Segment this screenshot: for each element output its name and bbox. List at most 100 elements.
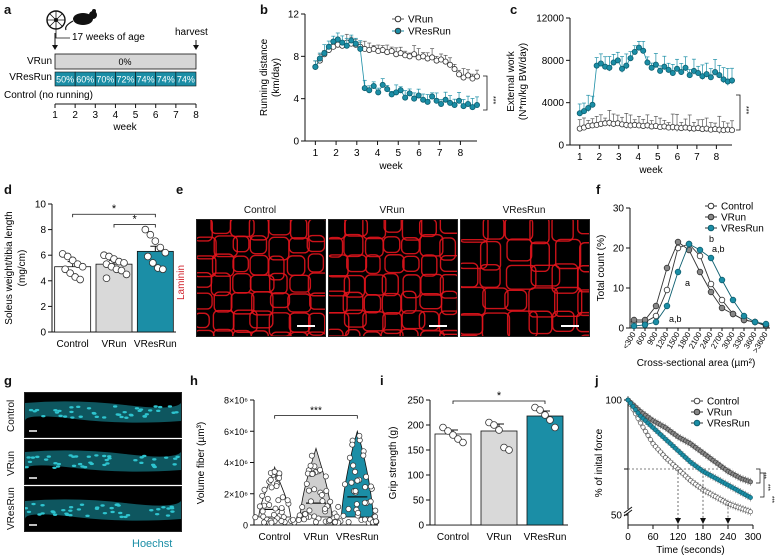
x-tick-label: VResRun <box>134 339 177 350</box>
data-dot <box>362 516 368 523</box>
data-point <box>456 97 463 104</box>
nucleus <box>52 513 58 516</box>
data-dot <box>63 252 72 261</box>
panel-g-row-control: Control <box>6 399 17 432</box>
x-tick-label: 6 <box>675 152 681 163</box>
nucleus <box>123 515 128 519</box>
panel-f-y-tick-label: 30 <box>613 204 625 215</box>
week-tick-label: 4 <box>113 110 119 121</box>
fiber-outline <box>364 236 384 258</box>
data-dot <box>459 438 467 447</box>
panel-a-label: a <box>4 2 12 17</box>
fiber-outline <box>307 272 325 297</box>
data-point <box>633 407 638 413</box>
panel-i-chart: 0 50 100 150 200 250 Control VRun VResRun Grip st… <box>388 390 568 543</box>
fiber-outline <box>383 220 402 233</box>
panel-i-y-tick-label: 250 <box>407 396 424 407</box>
nucleus <box>41 414 46 418</box>
nucleus <box>167 405 173 408</box>
fiber-outline <box>363 294 382 314</box>
data-point <box>762 320 770 328</box>
time-arrow <box>725 518 731 524</box>
fiber-outline <box>268 272 288 295</box>
nucleus <box>40 504 45 507</box>
x-tick-label: 3 <box>354 148 360 159</box>
data-point <box>644 59 651 66</box>
data-dot <box>449 431 457 439</box>
data-dot <box>326 517 333 524</box>
data-dot <box>340 512 347 519</box>
fiber-outline <box>329 236 344 258</box>
fiber-outline <box>365 254 381 275</box>
nucleus <box>128 413 134 417</box>
vrun-bar <box>54 53 197 70</box>
data-point <box>729 310 737 318</box>
data-point <box>397 87 404 94</box>
fiber-outline <box>269 292 291 309</box>
panel-d-y-tick-label: 6 <box>40 251 46 262</box>
panel-d-chart: 0 2 4 6 8 10 Control VRun VResRun Soleus weight/t… <box>4 200 177 351</box>
data-point <box>635 410 641 416</box>
data-point <box>411 95 418 102</box>
nucleus <box>161 506 166 509</box>
data-point <box>589 101 596 108</box>
data-point <box>447 61 454 68</box>
legend-marker <box>707 224 715 232</box>
nucleus <box>147 409 153 412</box>
hoechst-image-vresrun <box>24 486 182 532</box>
x-tick-label: 120 <box>670 532 687 543</box>
data-point <box>473 73 480 80</box>
nucleus <box>52 466 57 469</box>
data-dot <box>266 502 273 508</box>
nucleus <box>54 411 60 414</box>
data-point <box>424 98 431 105</box>
nucleus <box>109 506 114 510</box>
fiber-outline <box>384 254 405 274</box>
nucleus <box>82 465 88 469</box>
fiber-outline <box>381 292 402 315</box>
fiber-outline <box>461 238 488 270</box>
x-tick-label: Control <box>437 532 469 543</box>
panel-h-y-tick-label: 8×10⁶ <box>224 396 248 406</box>
legend-label: VRun <box>707 408 732 419</box>
fiber-outline <box>505 264 537 290</box>
data-dot <box>327 498 334 505</box>
fiber-outline <box>576 311 589 333</box>
panel-i-y-tick-label: 150 <box>407 446 424 457</box>
data-point <box>456 71 463 78</box>
data-dot <box>356 432 363 439</box>
data-dot <box>341 481 348 488</box>
legend-label: VResRun <box>721 224 764 235</box>
panel-g-label: g <box>4 373 12 388</box>
data-dot <box>318 492 325 498</box>
panel-i-y-tick-label: 50 <box>413 496 425 507</box>
vresrun-cell-label: 60% <box>76 75 94 85</box>
fiber-outline <box>286 255 306 276</box>
nucleus <box>26 456 31 459</box>
nucleus <box>152 458 157 461</box>
hoechst-image-control <box>24 392 182 438</box>
data-dot <box>353 501 360 508</box>
data-point <box>712 68 719 75</box>
panel-c-y-tick-label: 4000 <box>542 98 565 109</box>
panel-j-y-tick-label: 100 <box>605 396 622 407</box>
fiber-outline <box>342 291 364 315</box>
data-dot <box>290 516 296 523</box>
fiber-outline <box>232 309 258 333</box>
fiber-outline <box>329 274 351 297</box>
panel-i-y-tick-label: 100 <box>407 471 424 482</box>
nucleus <box>153 405 158 408</box>
data-dot <box>259 492 266 499</box>
panel-a-timeline: 17 weeks of age harvest VRun 0% VResRun … <box>4 9 208 133</box>
data-dot <box>149 259 157 267</box>
data-dot <box>322 505 328 512</box>
data-point <box>718 276 726 284</box>
data-dot <box>311 486 318 493</box>
fiber-outline <box>232 329 252 336</box>
data-point <box>402 94 409 101</box>
data-point <box>686 72 693 79</box>
fiber-outline <box>210 220 232 235</box>
nucleus <box>118 511 123 515</box>
nucleus <box>102 454 107 458</box>
data-point <box>748 495 753 500</box>
